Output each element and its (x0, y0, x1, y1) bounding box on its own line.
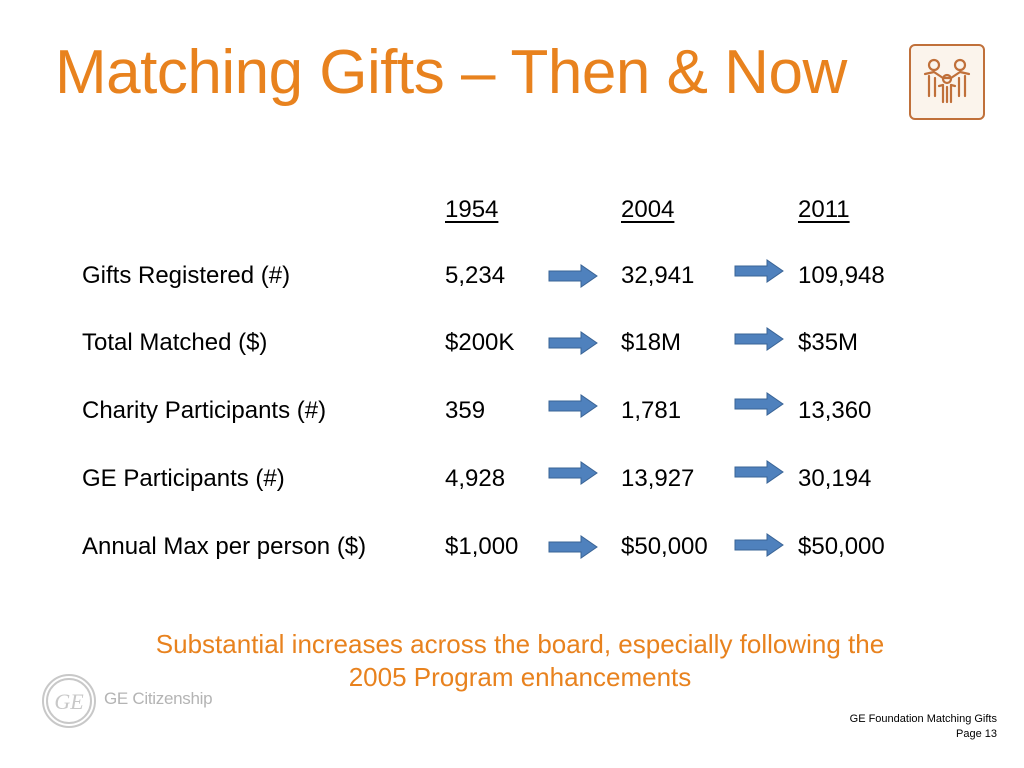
row-label-ge-participants: GE Participants (#) (82, 465, 285, 492)
right-arrow-icon (734, 533, 784, 557)
footer: GE Foundation Matching Gifts Page 13 (850, 712, 997, 742)
charity-participants-2011: 13,360 (798, 397, 872, 424)
year-header-2004: 2004 (621, 196, 675, 223)
ge-citizenship-text: GE Citizenship (104, 689, 213, 708)
gifts-registered-2004: 32,941 (621, 262, 695, 289)
slide-title: Matching Gifts – Then & Now (55, 38, 847, 107)
ge-participants-2004: 13,927 (621, 465, 695, 492)
annual-max-2004: $50,000 (621, 533, 708, 560)
people-group-icon (923, 58, 971, 104)
charity-participants-1954: 359 (445, 397, 486, 424)
right-arrow-icon (548, 264, 598, 288)
svg-text:GE: GE (54, 689, 84, 714)
right-arrow-icon (548, 461, 598, 485)
right-arrow-icon (734, 259, 784, 283)
right-arrow-icon (734, 460, 784, 484)
row-label-charity-participants: Charity Participants (#) (82, 397, 327, 424)
gifts-registered-2011: 109,948 (798, 262, 885, 289)
gifts-registered-1954: 5,234 (445, 262, 506, 289)
total-matched-2004: $18M (621, 329, 682, 356)
summary-text: Substantial increases across the board, … (155, 629, 885, 692)
row-label-annual-max: Annual Max per person ($) (82, 533, 367, 560)
right-arrow-icon (734, 392, 784, 416)
page-number: Page 13 (956, 728, 997, 740)
right-arrow-icon (548, 394, 598, 418)
ge-monogram-icon: GE (42, 674, 96, 728)
year-header-2011: 2011 (798, 196, 850, 223)
right-arrow-icon (548, 535, 598, 559)
ge-participants-2011: 30,194 (798, 465, 872, 492)
total-matched-2011: $35M (798, 329, 859, 356)
row-label-total-matched: Total Matched ($) (82, 329, 268, 356)
annual-max-1954: $1,000 (445, 533, 519, 560)
year-header-1954: 1954 (445, 196, 499, 223)
right-arrow-icon (734, 327, 784, 351)
row-label-gifts-registered: Gifts Registered (#) (82, 262, 291, 289)
footer-title: GE Foundation Matching Gifts (849, 713, 997, 725)
charity-participants-2004: 1,781 (621, 397, 682, 424)
annual-max-2011: $50,000 (798, 533, 885, 560)
ge-participants-1954: 4,928 (445, 465, 506, 492)
right-arrow-icon (548, 331, 598, 355)
people-group-logo (909, 44, 985, 120)
total-matched-1954: $200K (445, 329, 515, 356)
